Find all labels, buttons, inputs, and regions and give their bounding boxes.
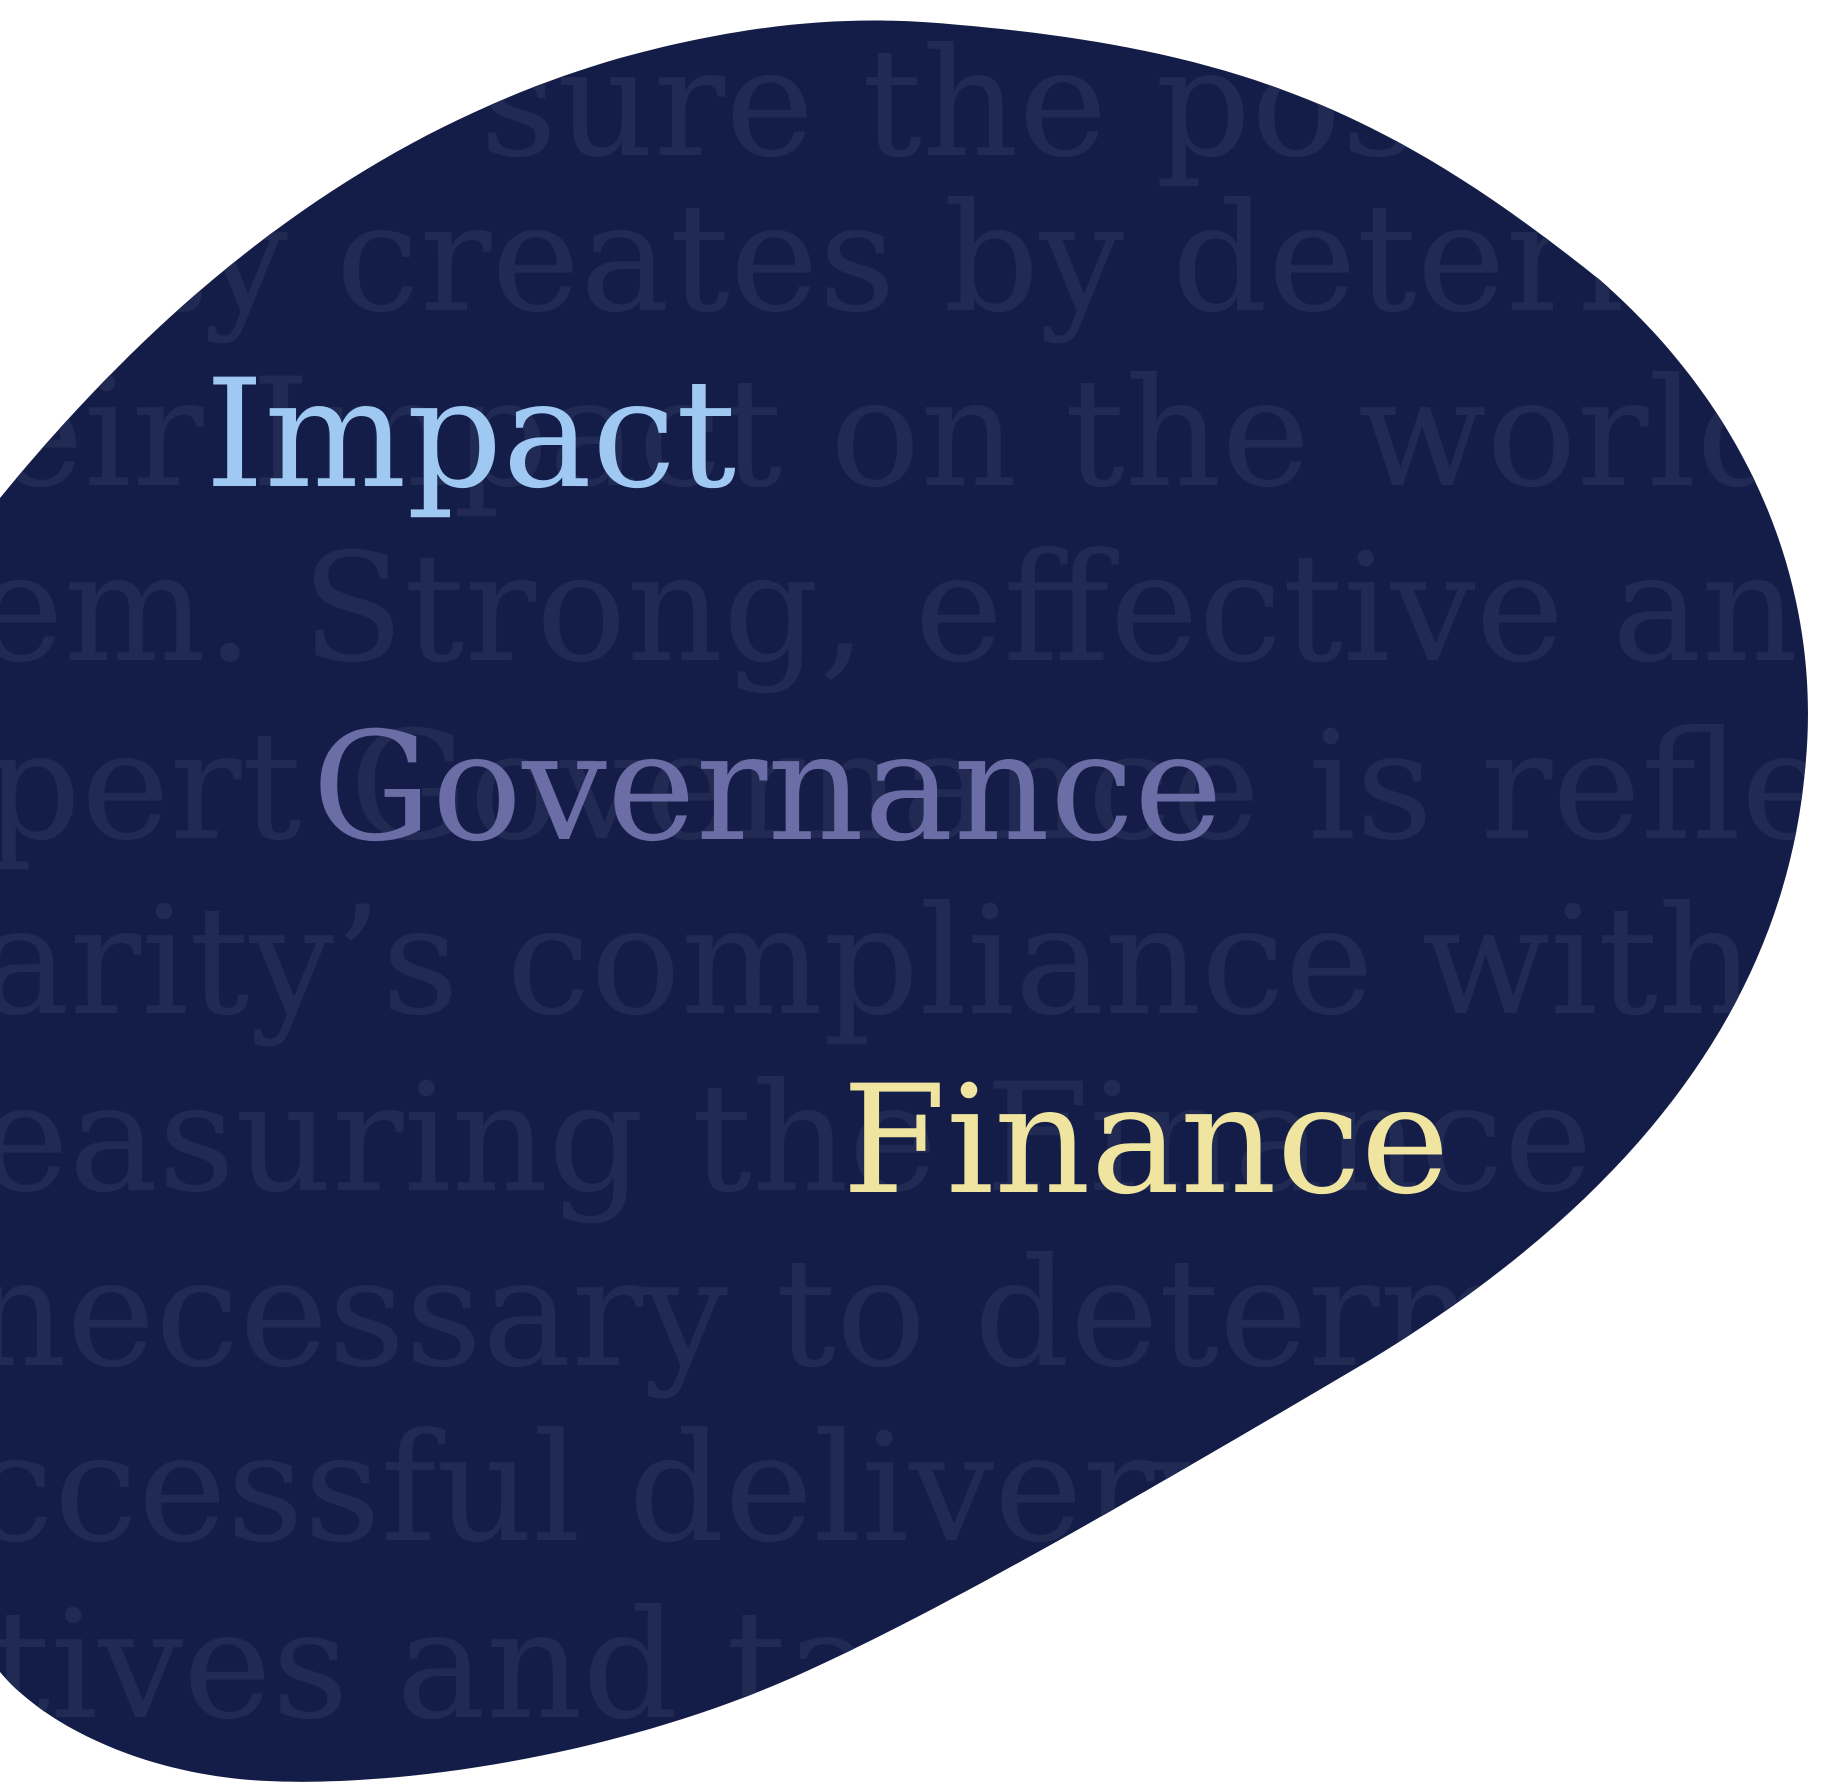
background-line: tives and ta (0, 1579, 876, 1753)
background-line: ity creates by determ (95, 172, 1720, 346)
background-line: em. Strong, effective and (0, 522, 1823, 696)
background-line: pert Governance is reflecte (0, 700, 1823, 874)
background-text: sure the posit ity creates by determ eir… (0, 17, 1823, 1753)
blob-shape (0, 20, 1808, 1782)
finance-heading: Finance (842, 1054, 1450, 1228)
background-line: easuring the Finance of a (0, 1052, 1823, 1226)
background-line: sure the posit (480, 17, 1527, 191)
background-line: eir Impact on the world ar (0, 347, 1823, 521)
background-line: ccessful delivery of (0, 1402, 1442, 1576)
governance-heading: Governance (312, 701, 1223, 875)
background-line: arity’s compliance with the (0, 875, 1823, 1049)
background-line: necessary to determine (0, 1227, 1755, 1401)
impact-heading: Impact (205, 348, 737, 522)
